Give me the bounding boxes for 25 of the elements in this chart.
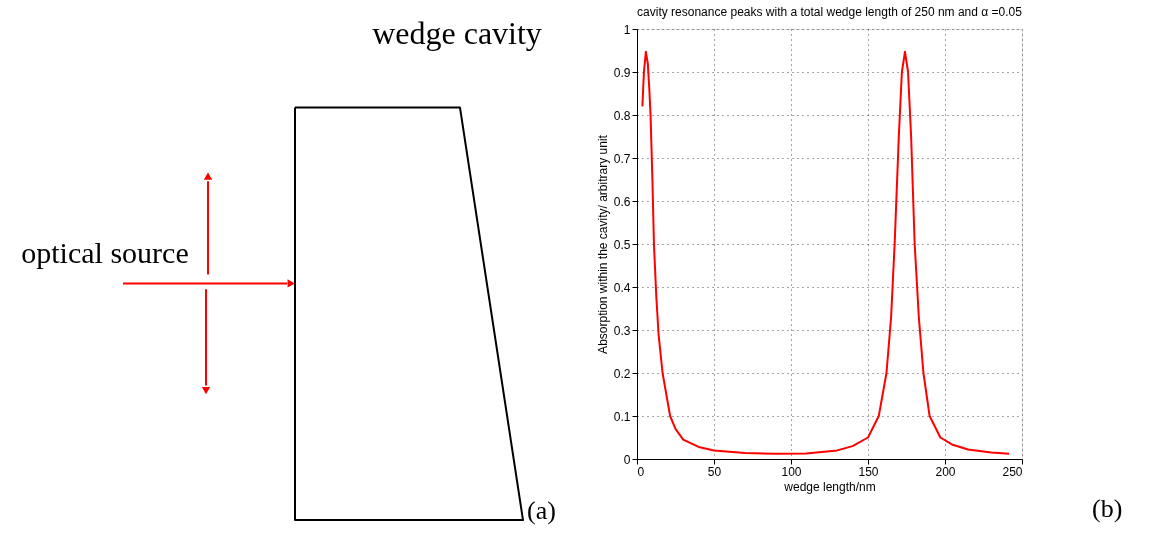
x-tick-label: 150 [858,464,879,479]
text: (a) [527,496,556,525]
y-tick-label: 0.8 [613,108,631,123]
line-series [641,50,1011,455]
y-tick-label: 0.7 [613,151,631,166]
y-tick-label: 1 [623,22,631,37]
x-tick-label: 100 [781,464,802,479]
chart-title: cavity resonance peaks with a total wedge length of 250 nm and α =0.05 [637,5,1023,19]
y-tick-label: 0 [623,452,631,467]
x-tick-label: 250 [1002,464,1023,479]
x-axis-title: wedge length/nm [783,479,876,494]
text: wedge cavity [372,15,542,51]
y-tick-label: 0.9 [613,65,631,80]
y-tick-label: 0.1 [613,409,631,424]
y-tick-label: 0.3 [613,323,631,338]
y-tick-label: 0.6 [613,194,631,209]
x-tick-label: 0 [637,464,645,479]
y-axis-title: Absorption within the cavity/ arbitrary unit [595,134,610,354]
text: (b) [1092,494,1123,523]
x-tick-label: 50 [707,464,722,479]
x-tick-label: 200 [935,464,956,479]
text: optical source [21,236,189,269]
y-tick-label: 0.5 [613,237,631,252]
y-tick-label: 0.4 [613,280,631,295]
y-tick-label: 0.2 [613,366,631,381]
